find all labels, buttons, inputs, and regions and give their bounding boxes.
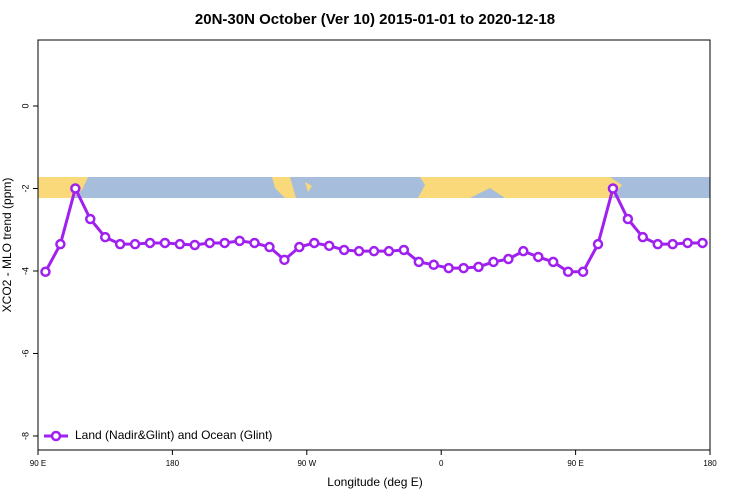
y-tick-label: -6 xyxy=(20,349,30,357)
data-point xyxy=(562,266,574,278)
data-point xyxy=(234,235,245,247)
data-point xyxy=(174,238,186,250)
data-point xyxy=(443,262,454,274)
data-point xyxy=(159,237,171,249)
data-point xyxy=(592,238,604,250)
data-point xyxy=(294,241,305,253)
data-point xyxy=(667,238,678,250)
data-point xyxy=(697,237,708,249)
data-point xyxy=(309,237,320,249)
data-point xyxy=(114,238,126,250)
data-point xyxy=(249,237,260,249)
data-point xyxy=(458,262,469,274)
x-axis-label: Longitude (deg E) xyxy=(327,475,422,489)
data-point xyxy=(70,183,81,194)
data-point xyxy=(40,266,51,278)
x-tick-label: 180 xyxy=(166,459,180,468)
chart-title: 20N-30N October (Ver 10) 2015-01-01 to 2… xyxy=(195,11,555,28)
data-point xyxy=(338,244,350,256)
data-point xyxy=(204,237,215,249)
data-point xyxy=(368,245,380,257)
data-point xyxy=(622,213,634,225)
y-tick-label: 0 xyxy=(20,103,30,108)
plot-frame xyxy=(37,39,711,451)
data-point xyxy=(383,245,395,257)
data-point xyxy=(577,266,589,278)
data-point xyxy=(533,251,544,263)
data-point xyxy=(129,238,141,250)
y-tick-label: -8 xyxy=(20,432,30,440)
data-point xyxy=(637,231,649,243)
data-point xyxy=(144,237,156,249)
x-tick-label: 90 E xyxy=(30,459,46,468)
data-point xyxy=(473,261,484,273)
data-point xyxy=(398,244,410,256)
y-tick-label: -2 xyxy=(20,184,30,192)
data-point xyxy=(607,183,619,194)
y-axis-label: XCO2 - MLO trend (ppm) xyxy=(0,178,14,313)
data-point xyxy=(189,239,201,251)
data-point xyxy=(99,231,111,243)
legend-marker xyxy=(50,430,62,442)
map-strip xyxy=(38,177,710,198)
x-tick-label: 0 xyxy=(439,459,444,468)
data-point xyxy=(279,254,290,266)
data-point xyxy=(219,237,230,249)
data-point xyxy=(488,256,499,268)
legend-label: Land (Nadir&Glint) and Ocean (Glint) xyxy=(75,428,272,442)
x-tick-label: 180 xyxy=(703,459,717,468)
series-line xyxy=(44,184,703,274)
y-tick-label: -4 xyxy=(20,267,30,275)
data-point xyxy=(264,241,275,253)
x-tick-label: 90 E xyxy=(567,459,583,468)
data-point xyxy=(413,256,425,268)
data-point xyxy=(518,245,529,257)
data-point xyxy=(323,240,335,252)
data-point xyxy=(85,213,96,225)
x-tick-label: 90 W xyxy=(297,459,316,468)
data-point xyxy=(55,238,66,250)
data-point xyxy=(503,253,514,265)
data-point xyxy=(428,259,439,271)
data-point xyxy=(353,245,365,257)
data-point xyxy=(652,238,663,250)
data-point xyxy=(682,237,693,249)
data-point xyxy=(547,256,559,268)
